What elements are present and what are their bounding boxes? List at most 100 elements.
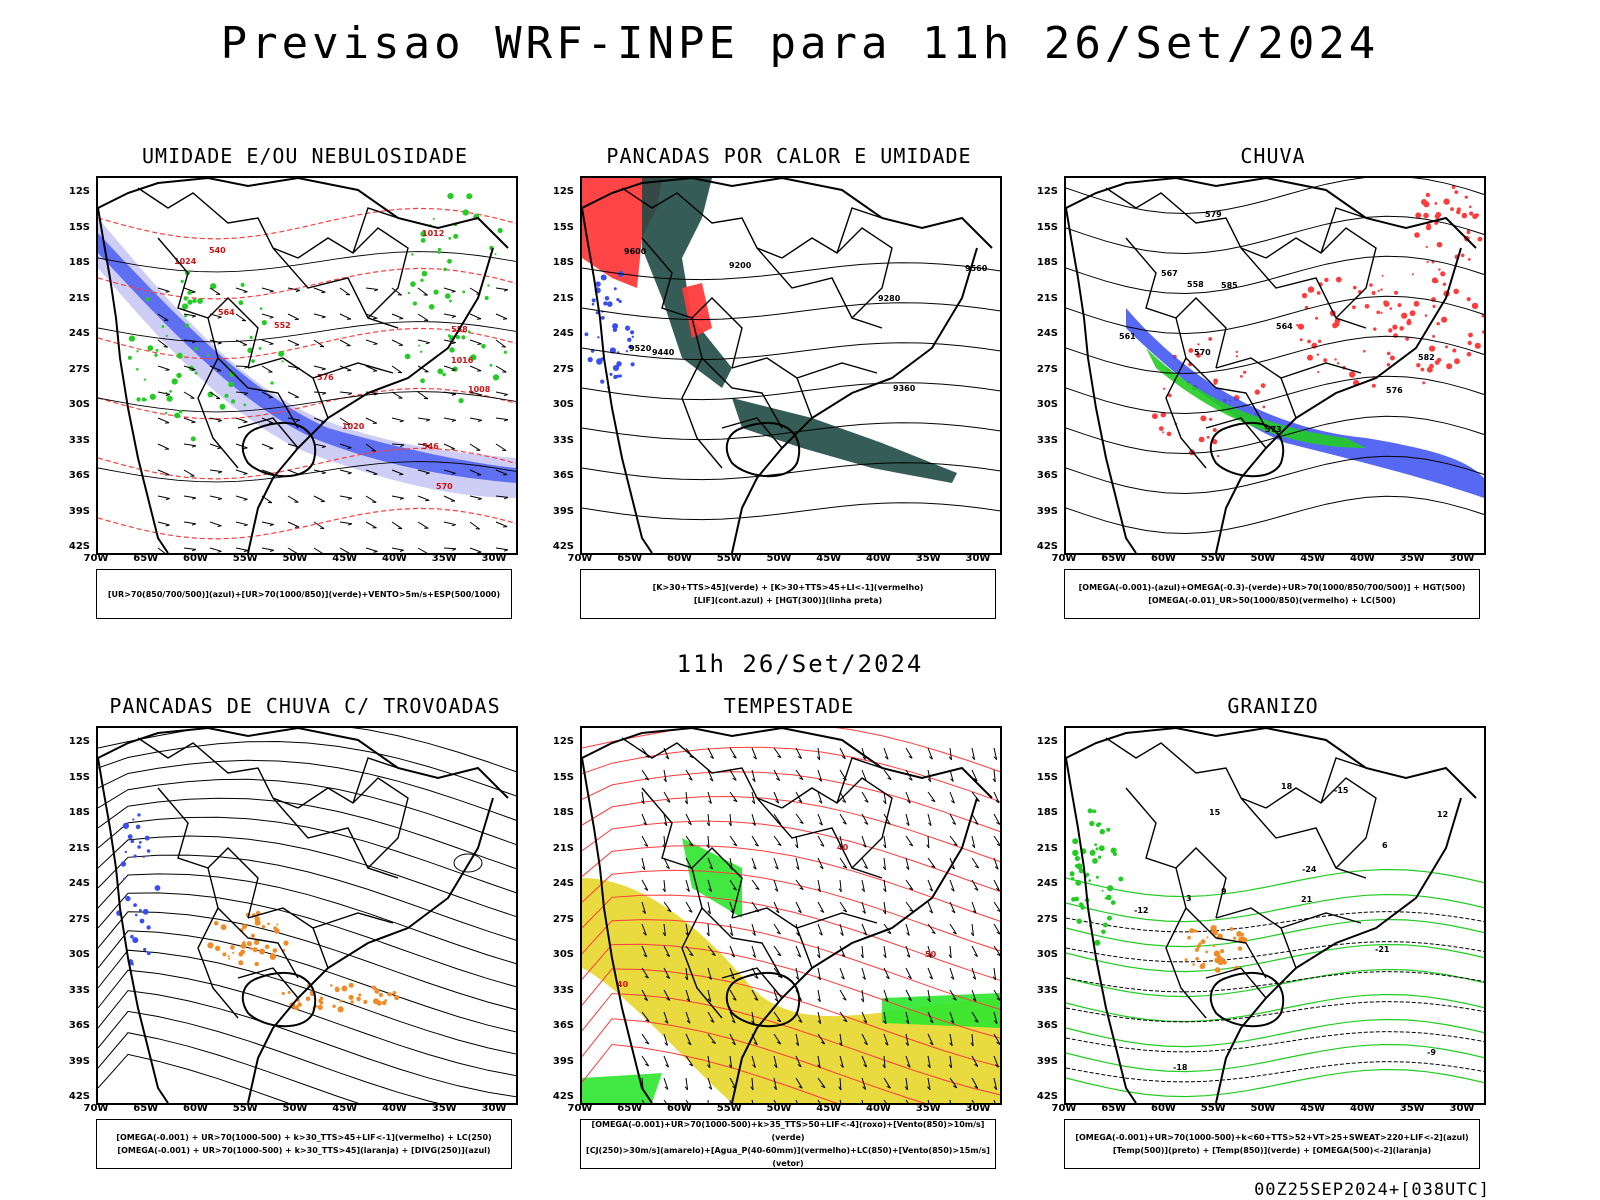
green-humidity <box>447 258 452 264</box>
orange-cells <box>319 1000 324 1005</box>
rain-red <box>1188 348 1194 353</box>
wind-vector <box>269 549 274 552</box>
wind-vector <box>883 945 887 958</box>
contour-label: 15 <box>1209 808 1221 817</box>
wind-vector <box>391 313 404 319</box>
green-cells <box>1098 845 1105 852</box>
green-humidity <box>176 372 182 379</box>
border-line <box>1205 967 1267 999</box>
main-title: Previsao WRF-INPE para 11h 26/Set/2024 <box>220 18 1380 69</box>
wind-vector <box>321 472 326 475</box>
green-humidity <box>281 360 284 363</box>
rain-red <box>1389 307 1393 310</box>
wind-vector <box>861 1011 868 1024</box>
rain-red <box>1166 431 1172 437</box>
wind-vector <box>183 287 196 293</box>
green-humidity <box>128 335 135 342</box>
wind-vector <box>927 778 931 783</box>
wind-vector <box>949 769 954 782</box>
uruguay-outline <box>1209 972 1285 1028</box>
wind-vector <box>729 1033 736 1045</box>
lat-tick-label: 33S <box>1036 434 1058 446</box>
wind-vector <box>928 954 932 958</box>
green-cells <box>1087 808 1093 814</box>
lon-tick-label: 70W <box>83 553 109 564</box>
rain-red <box>1401 312 1408 319</box>
divergence-blue <box>154 885 161 891</box>
contour-label: 564 <box>218 308 235 317</box>
wind-vector <box>777 1019 782 1023</box>
wind-vector <box>685 1011 691 1024</box>
orange-cells <box>283 940 289 946</box>
wind-vector <box>663 813 668 826</box>
wind-vector <box>663 967 671 979</box>
green-cells <box>1074 855 1080 862</box>
lif-blue <box>630 330 635 335</box>
wind-vector <box>710 755 714 760</box>
wind-vector <box>269 524 274 527</box>
wind-vector <box>995 800 1000 804</box>
rain-red <box>1316 353 1320 356</box>
wind-vector <box>641 866 646 871</box>
orange-cells <box>232 951 235 954</box>
lon-tick-label: 35W <box>915 553 941 564</box>
wind-vector <box>993 813 1000 825</box>
legend-line: [CJ(250)>30m/s](amarelo)+[Agua_P(40-60mm… <box>586 1146 990 1168</box>
wind-vector <box>209 417 222 421</box>
rain-red <box>1376 310 1380 315</box>
wind-vector <box>495 547 508 551</box>
hgt500-contour <box>1066 455 1484 495</box>
wind-vector <box>157 365 170 371</box>
lon-tick-label: 70W <box>567 1103 593 1114</box>
lif-blue <box>616 298 620 302</box>
divergence-blue <box>137 845 141 849</box>
wind-vector <box>339 287 351 296</box>
lc250-streamline <box>98 949 516 1055</box>
orange-cells <box>350 1000 354 1004</box>
omega-orange <box>1212 944 1216 948</box>
lat-tick-label: 21S <box>68 292 90 304</box>
wind-vector <box>183 469 195 477</box>
legend-box: [OMEGA(-0.001)+UR>70(1000-500)+k<60+TTS>… <box>1064 1119 1480 1169</box>
rain-red <box>1436 357 1442 363</box>
wind-vector <box>949 1077 958 1089</box>
wind-vector <box>261 287 274 292</box>
wind-vector <box>996 931 1000 935</box>
lat-tick-label: 18S <box>68 807 90 818</box>
wind-vector <box>261 521 274 525</box>
wind-vector <box>817 857 824 870</box>
wind-vector <box>971 813 979 825</box>
rain-red <box>1296 324 1299 327</box>
lon-tick-label: 45W <box>332 553 358 564</box>
wind-vector <box>795 1077 803 1089</box>
map-granizo: -12 -15 -18 -21 -24 -9 12 15 18 21 9 3 6 <box>1064 726 1486 1105</box>
divergence-blue <box>124 850 127 854</box>
lc850-streamline <box>582 1018 926 1103</box>
wind-vector <box>183 313 196 317</box>
wind-vector <box>685 1055 694 1067</box>
wind-vector <box>663 1077 669 1090</box>
rain-red <box>1415 212 1422 219</box>
wind-vector <box>795 857 800 870</box>
wind-vector <box>972 910 977 914</box>
wind-vector <box>235 313 247 322</box>
lc250-streamline <box>98 873 516 965</box>
pressure-contour <box>98 251 516 273</box>
rain-red <box>1196 352 1201 358</box>
lat-tick-label: 15S <box>552 771 574 783</box>
rain-red <box>1431 277 1438 284</box>
wind-vector <box>707 1077 713 1090</box>
wind-vector <box>729 923 734 936</box>
wind-vector <box>927 813 932 826</box>
wind-vector <box>773 1099 777 1103</box>
contour-label: 9440 <box>652 348 675 357</box>
wind-vector <box>243 447 248 450</box>
contour-label: -18 <box>1173 1063 1188 1072</box>
coastline <box>1066 728 1477 1103</box>
rain-red <box>1451 185 1456 189</box>
wind-vector <box>183 495 196 499</box>
wind-vector <box>157 521 170 526</box>
rain-red <box>1452 348 1457 353</box>
wind-vector <box>819 866 824 870</box>
wind-vector <box>644 1063 649 1067</box>
